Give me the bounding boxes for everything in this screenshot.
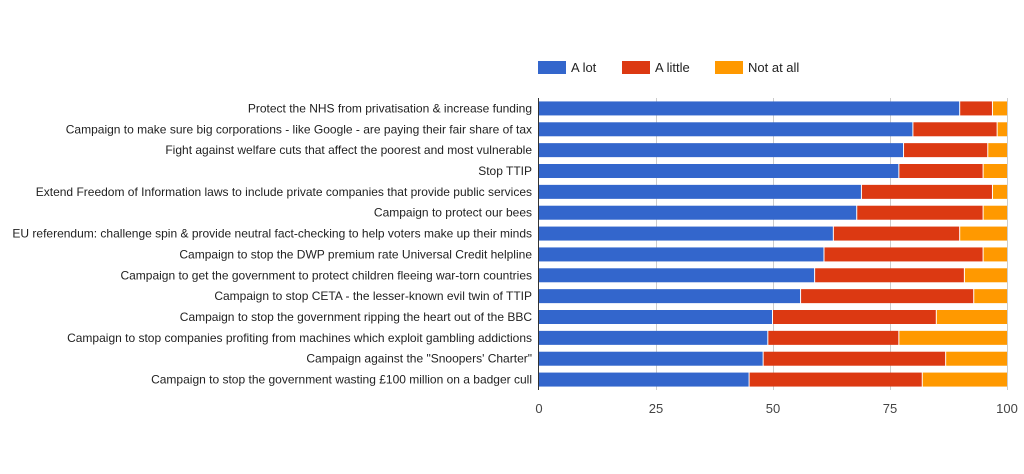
bar-segment-a-little[interactable]: [857, 205, 983, 220]
bar-segment-a-little[interactable]: [768, 330, 899, 345]
bar-segment-not-at-all[interactable]: [992, 101, 1007, 116]
bar-segment-a-little[interactable]: [801, 289, 974, 304]
legend: A lot A little Not at all: [538, 60, 799, 75]
bar-segment-not-at-all[interactable]: [946, 351, 1007, 366]
bar-segment-a-lot[interactable]: [539, 289, 801, 304]
legend-label: Not at all: [748, 60, 799, 75]
x-tick-label: 100: [996, 401, 1018, 416]
category-label: Protect the NHS from privatisation & inc…: [248, 101, 532, 115]
legend-label: A lot: [571, 60, 597, 75]
bar-segment-not-at-all[interactable]: [936, 310, 1007, 324]
legend-swatch: [622, 61, 650, 74]
bar-segment-a-lot[interactable]: [539, 310, 772, 324]
bar-segment-not-at-all[interactable]: [983, 205, 1007, 220]
bar-segment-a-lot[interactable]: [539, 372, 749, 387]
bar-segment-a-little[interactable]: [913, 122, 997, 137]
category-labels: Protect the NHS from privatisation & inc…: [12, 101, 532, 386]
legend-item[interactable]: Not at all: [715, 60, 799, 75]
bars: [539, 101, 1007, 387]
legend-item[interactable]: A little: [622, 60, 690, 75]
legend-swatch: [538, 61, 566, 74]
category-label: Stop TTIP: [478, 164, 532, 178]
bar-segment-a-little[interactable]: [833, 226, 960, 241]
x-tick-label: 50: [766, 401, 780, 416]
bar-segment-a-little[interactable]: [763, 351, 946, 366]
bar-segment-a-little[interactable]: [904, 143, 988, 158]
gridlines: [656, 98, 1008, 390]
bar-segment-not-at-all[interactable]: [964, 268, 1007, 283]
category-label: Campaign to stop the government wasting …: [151, 373, 532, 387]
bar-segment-not-at-all[interactable]: [960, 226, 1007, 241]
bar-segment-a-lot[interactable]: [539, 184, 861, 199]
category-label: Campaign to stop CETA - the lesser-known…: [214, 289, 532, 303]
category-label: Campaign to make sure big corporations -…: [66, 122, 532, 136]
bar-segment-a-lot[interactable]: [539, 247, 824, 262]
bar-segment-not-at-all[interactable]: [922, 372, 1007, 387]
bar-segment-a-little[interactable]: [815, 268, 964, 283]
category-label: Extend Freedom of Information laws to in…: [36, 185, 532, 199]
bar-segment-not-at-all[interactable]: [997, 122, 1007, 137]
bar-segment-not-at-all[interactable]: [983, 164, 1007, 178]
bar-segment-a-little[interactable]: [861, 184, 992, 199]
bar-segment-a-lot[interactable]: [539, 164, 899, 178]
bar-segment-a-little[interactable]: [824, 247, 983, 262]
x-tick-label: 0: [535, 401, 542, 416]
category-label: Campaign to protect our bees: [374, 206, 532, 220]
x-tick-label: 25: [649, 401, 663, 416]
bar-segment-a-lot[interactable]: [539, 205, 857, 220]
legend-swatch: [715, 61, 743, 74]
bar-segment-a-lot[interactable]: [539, 268, 815, 283]
bar-segment-not-at-all[interactable]: [988, 143, 1007, 158]
bar-segment-a-lot[interactable]: [539, 101, 960, 116]
bar-segment-not-at-all[interactable]: [983, 247, 1007, 262]
x-axis-ticks: 0 25 50 75 100: [535, 401, 1017, 416]
category-label: Fight against welfare cuts that affect t…: [165, 143, 532, 157]
category-label: Campaign to stop the government ripping …: [180, 310, 533, 324]
category-label: Campaign against the "Snoopers' Charter": [306, 352, 532, 366]
bar-segment-a-little[interactable]: [749, 372, 922, 387]
legend-label: A little: [655, 60, 690, 75]
bar-segment-not-at-all[interactable]: [992, 184, 1007, 199]
category-label: Campaign to get the government to protec…: [120, 268, 532, 282]
legend-item[interactable]: A lot: [538, 60, 597, 75]
bar-segment-a-lot[interactable]: [539, 143, 904, 158]
bar-segment-a-lot[interactable]: [539, 351, 763, 366]
x-tick-label: 75: [883, 401, 897, 416]
bar-segment-a-lot[interactable]: [539, 226, 833, 241]
bar-segment-a-little[interactable]: [899, 164, 983, 178]
category-label: Campaign to stop the DWP premium rate Un…: [179, 247, 532, 261]
bar-segment-not-at-all[interactable]: [899, 330, 1007, 345]
bar-segment-a-little[interactable]: [960, 101, 992, 116]
bar-segment-a-lot[interactable]: [539, 330, 768, 345]
category-label: EU referendum: challenge spin & provide …: [12, 227, 532, 241]
bar-segment-a-little[interactable]: [773, 310, 936, 324]
bar-segment-not-at-all[interactable]: [974, 289, 1007, 304]
bar-segment-a-lot[interactable]: [539, 122, 913, 137]
category-label: Campaign to stop companies profiting fro…: [67, 331, 532, 345]
